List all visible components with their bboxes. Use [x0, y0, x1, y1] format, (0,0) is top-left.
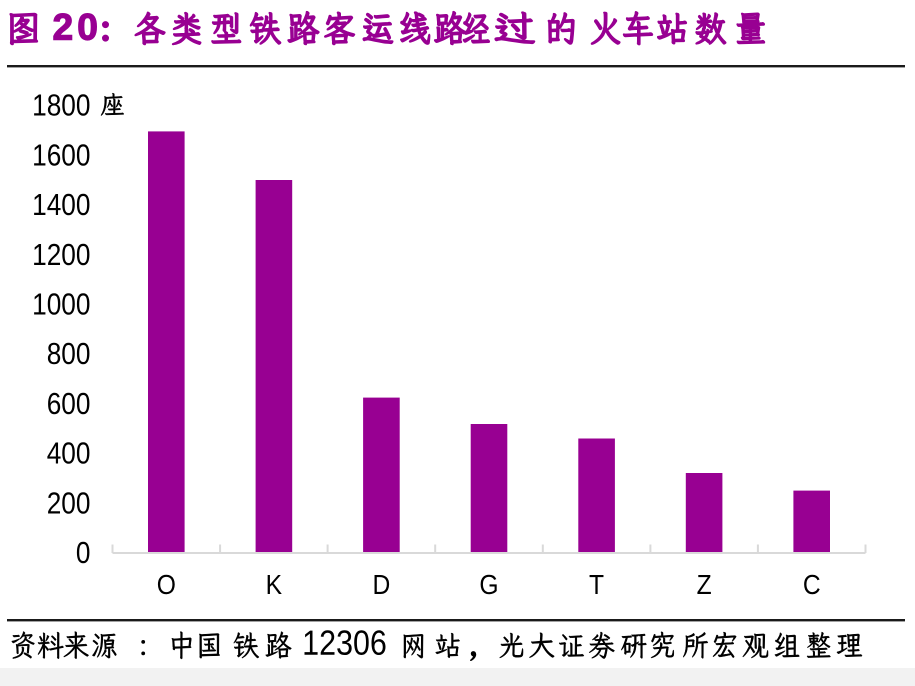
svg-text:0: 0 — [76, 536, 91, 570]
svg-text:800: 800 — [47, 337, 91, 371]
svg-text:T: T — [589, 568, 604, 600]
svg-text:C: C — [803, 568, 821, 600]
svg-text:1600: 1600 — [32, 139, 90, 173]
svg-text:600: 600 — [47, 387, 91, 421]
svg-text:400: 400 — [47, 437, 91, 471]
svg-text:1200: 1200 — [32, 238, 90, 272]
svg-text:200: 200 — [47, 486, 91, 520]
svg-text:D: D — [372, 568, 390, 600]
svg-text:G: G — [479, 568, 498, 600]
svg-text:Z: Z — [697, 568, 712, 600]
svg-text:O: O — [157, 568, 176, 600]
svg-text:1800: 1800 — [32, 89, 90, 123]
svg-text:1400: 1400 — [32, 188, 90, 222]
svg-text:1000: 1000 — [32, 288, 90, 322]
svg-text:K: K — [266, 568, 283, 600]
